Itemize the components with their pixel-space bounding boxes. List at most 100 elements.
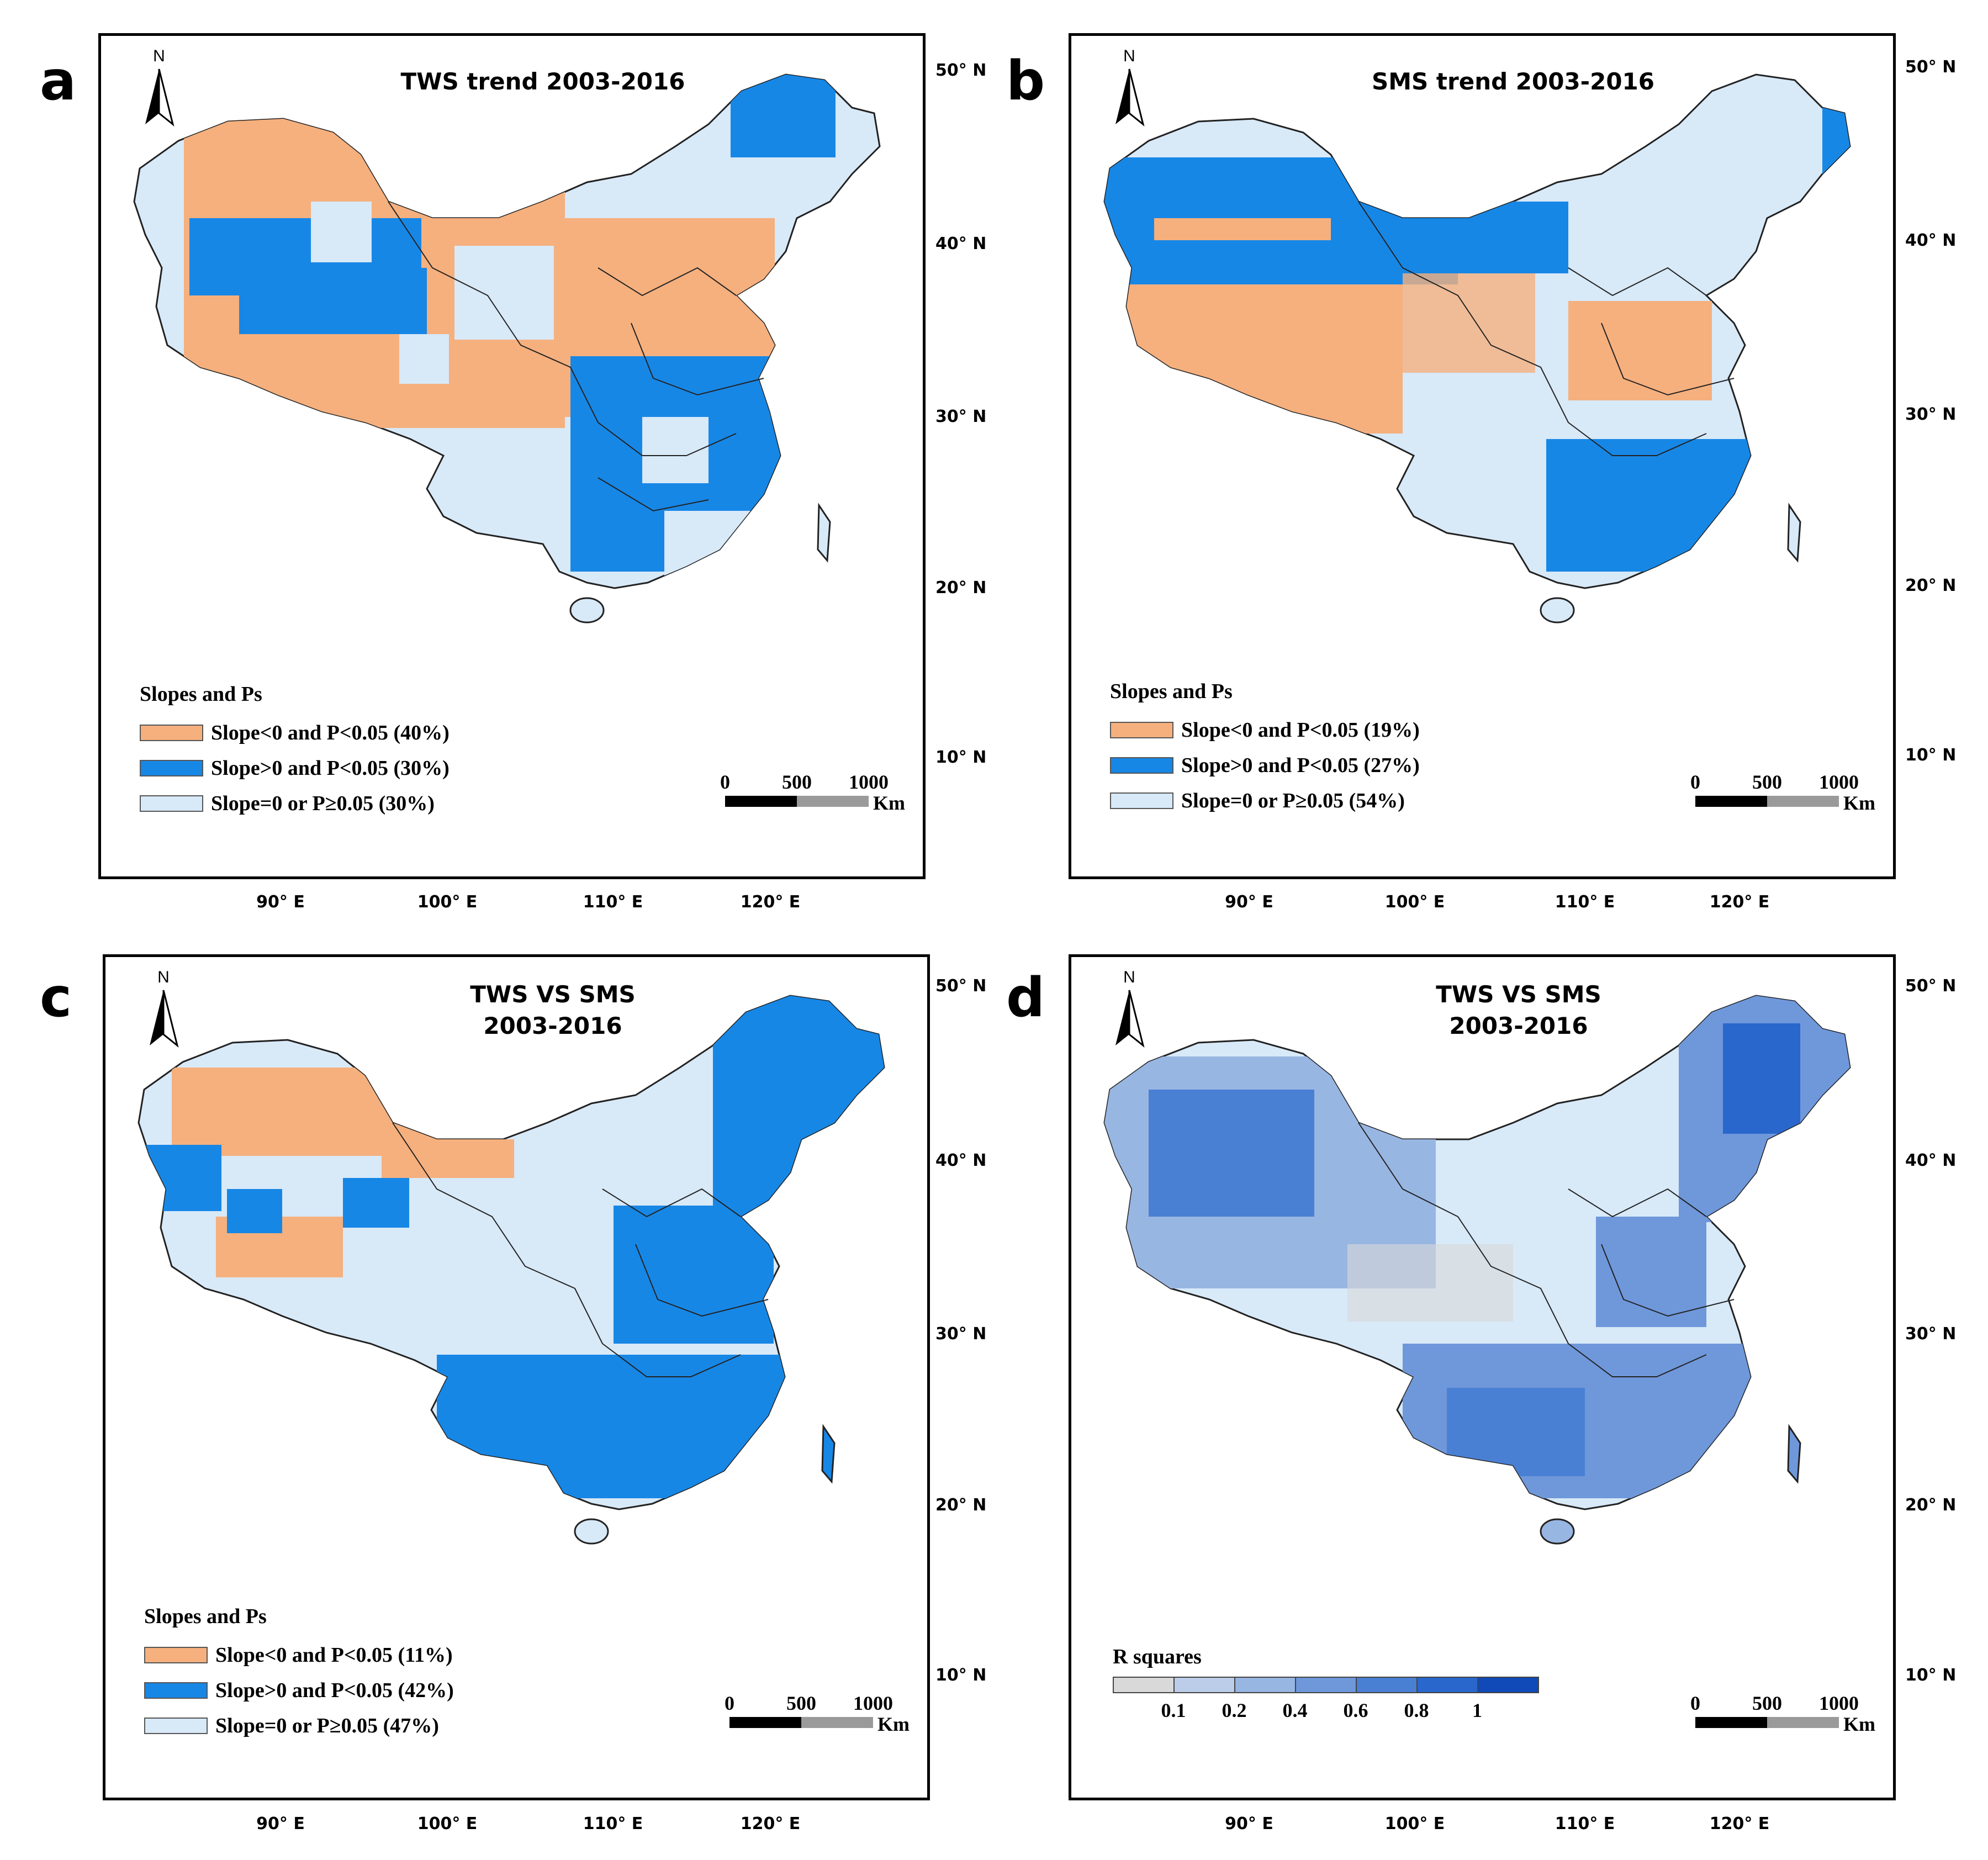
lat-label: 30° N	[935, 407, 987, 426]
lat-label: 50° N	[935, 976, 987, 996]
lon-label: 120° E	[1709, 892, 1770, 912]
scale-tick: 1000	[853, 1692, 893, 1714]
panel-title-line: TWS trend 2003-2016	[400, 68, 685, 95]
rsq-tick: 1	[1472, 1699, 1482, 1721]
lon-label: 100° E	[1384, 1814, 1445, 1833]
scale-unit: Km	[1843, 792, 1875, 814]
legend-item: Slope>0 and P<0.05 (30%)	[140, 751, 450, 786]
legend-item: Slope=0 or P≥0.05 (47%)	[144, 1708, 454, 1743]
lat-label: 40° N	[935, 234, 987, 253]
legend-swatch	[140, 795, 203, 812]
legend-label: Slope>0 and P<0.05 (30%)	[211, 757, 450, 780]
lat-label: 10° N	[1905, 746, 1957, 765]
lat-label: 20° N	[1905, 576, 1957, 595]
north-arrow-a: N	[140, 47, 178, 126]
panel-title-line: SMS trend 2003-2016	[1372, 68, 1654, 95]
legend-item: Slope<0 and P<0.05 (40%)	[140, 715, 450, 751]
lon-label: 90° E	[256, 892, 305, 912]
legend-item: Slope<0 and P<0.05 (19%)	[1110, 712, 1420, 748]
legend-swatch	[144, 1718, 208, 1734]
legend-item: Slope<0 and P<0.05 (11%)	[144, 1637, 454, 1673]
province-lines-c	[392, 1122, 769, 1377]
panel-title-a: TWS trend 2003-2016	[388, 66, 697, 98]
panel-letter-b: b	[1006, 50, 1045, 113]
china-map-d	[1103, 995, 1851, 1545]
north-arrow-b: N	[1110, 47, 1149, 126]
scale-tick: 500	[1752, 1692, 1782, 1714]
rsq-seg	[1113, 1677, 1175, 1693]
lon-label: 90° E	[1225, 1814, 1273, 1833]
panel-title-line: TWS VS SMS	[1436, 981, 1601, 1008]
legend-item: Slope>0 and P<0.05 (27%)	[1110, 748, 1420, 783]
rsq-seg	[1356, 1677, 1418, 1693]
north-arrow-icon	[1115, 990, 1145, 1048]
rsq-tick: 0.6	[1343, 1699, 1368, 1721]
rsq-seg	[1295, 1677, 1357, 1693]
lat-label: 50° N	[1905, 57, 1957, 77]
panel-letter-d: d	[1006, 966, 1045, 1029]
legend-swatch	[1110, 792, 1173, 809]
rsq-seg	[1234, 1677, 1296, 1693]
lat-label: 30° N	[935, 1324, 987, 1344]
rsq-seg	[1416, 1677, 1478, 1693]
hainan-island	[574, 1518, 609, 1545]
scale-unit: Km	[873, 792, 905, 814]
scale-bar-d: 0 500 1000 Km	[1690, 1692, 1875, 1736]
panel-title-line: 2003-2016	[483, 1012, 622, 1039]
legend-c: Slopes and Ps Slope<0 and P<0.05 (11%) S…	[144, 1604, 454, 1743]
scale-unit: Km	[877, 1713, 910, 1735]
scale-tick: 500	[786, 1692, 816, 1714]
lat-label: 10° N	[935, 748, 987, 767]
scale-bar-b: 0 500 1000 Km	[1690, 770, 1875, 815]
legend-label: Slope=0 or P≥0.05 (47%)	[215, 1714, 439, 1737]
rsq-tick: 0.8	[1404, 1699, 1429, 1721]
lon-label: 110° E	[1555, 892, 1615, 912]
lon-label: 100° E	[417, 1814, 478, 1833]
scale-bar-c: 0 500 1000 Km	[725, 1692, 910, 1736]
lat-label: 40° N	[1905, 1151, 1957, 1170]
rsq-tick: 0.2	[1222, 1699, 1247, 1721]
map-panel-c: N TWS VS SMS 2003-2016 Slopes and Ps Slo…	[103, 954, 930, 1800]
panel-title-b: SMS trend 2003-2016	[1358, 66, 1668, 98]
panel-title-line: TWS VS SMS	[470, 981, 636, 1008]
legend-title: Slopes and Ps	[144, 1605, 267, 1628]
scale-tick: 0	[720, 771, 730, 793]
china-map-c	[138, 995, 885, 1545]
map-panel-d: N TWS VS SMS 2003-2016 R squares 0.1 0.2…	[1069, 954, 1896, 1800]
lat-label: 20° N	[935, 1496, 987, 1515]
lat-label: 20° N	[935, 578, 987, 598]
north-label: N	[153, 47, 165, 65]
scale-tick: 1000	[1819, 1692, 1859, 1714]
legend-label: Slope=0 or P≥0.05 (30%)	[211, 792, 435, 815]
lat-label: 10° N	[935, 1666, 987, 1685]
lon-label: 100° E	[417, 892, 478, 912]
scale-tick: 500	[1752, 771, 1782, 793]
legend-item: Slope=0 or P≥0.05 (30%)	[140, 786, 450, 821]
lat-label: 40° N	[1905, 231, 1957, 250]
legend-label: Slope>0 and P<0.05 (27%)	[1181, 754, 1420, 777]
lon-label: 100° E	[1384, 892, 1445, 912]
taiwan-island	[821, 1424, 836, 1484]
scale-unit: Km	[1843, 1713, 1875, 1735]
north-label: N	[1123, 47, 1135, 65]
rsq-colorbar	[1113, 1677, 1539, 1693]
lat-label: 50° N	[1905, 976, 1957, 996]
legend-swatch	[144, 1647, 208, 1663]
rsq-seg	[1173, 1677, 1235, 1693]
legend-label: Slope>0 and P<0.05 (42%)	[215, 1679, 454, 1702]
legend-label: Slope<0 and P<0.05 (19%)	[1181, 718, 1420, 742]
lon-label: 90° E	[1225, 892, 1273, 912]
rsq-tick: 0.1	[1161, 1699, 1186, 1721]
china-map-b	[1103, 73, 1851, 623]
taiwan-island	[1787, 1424, 1801, 1484]
rsq-tick: 0.4	[1282, 1699, 1308, 1721]
lon-label: 110° E	[1555, 1814, 1615, 1833]
scale-tick: 0	[1690, 1692, 1700, 1714]
north-label: N	[1123, 968, 1135, 986]
legend-item: Slope=0 or P≥0.05 (54%)	[1110, 783, 1420, 818]
legend-title: Slopes and Ps	[1110, 680, 1233, 703]
north-arrow-c: N	[144, 968, 183, 1048]
scale-tick: 1000	[849, 771, 889, 793]
rsq-title: R squares	[1113, 1645, 1202, 1668]
lat-label: 40° N	[935, 1151, 987, 1170]
